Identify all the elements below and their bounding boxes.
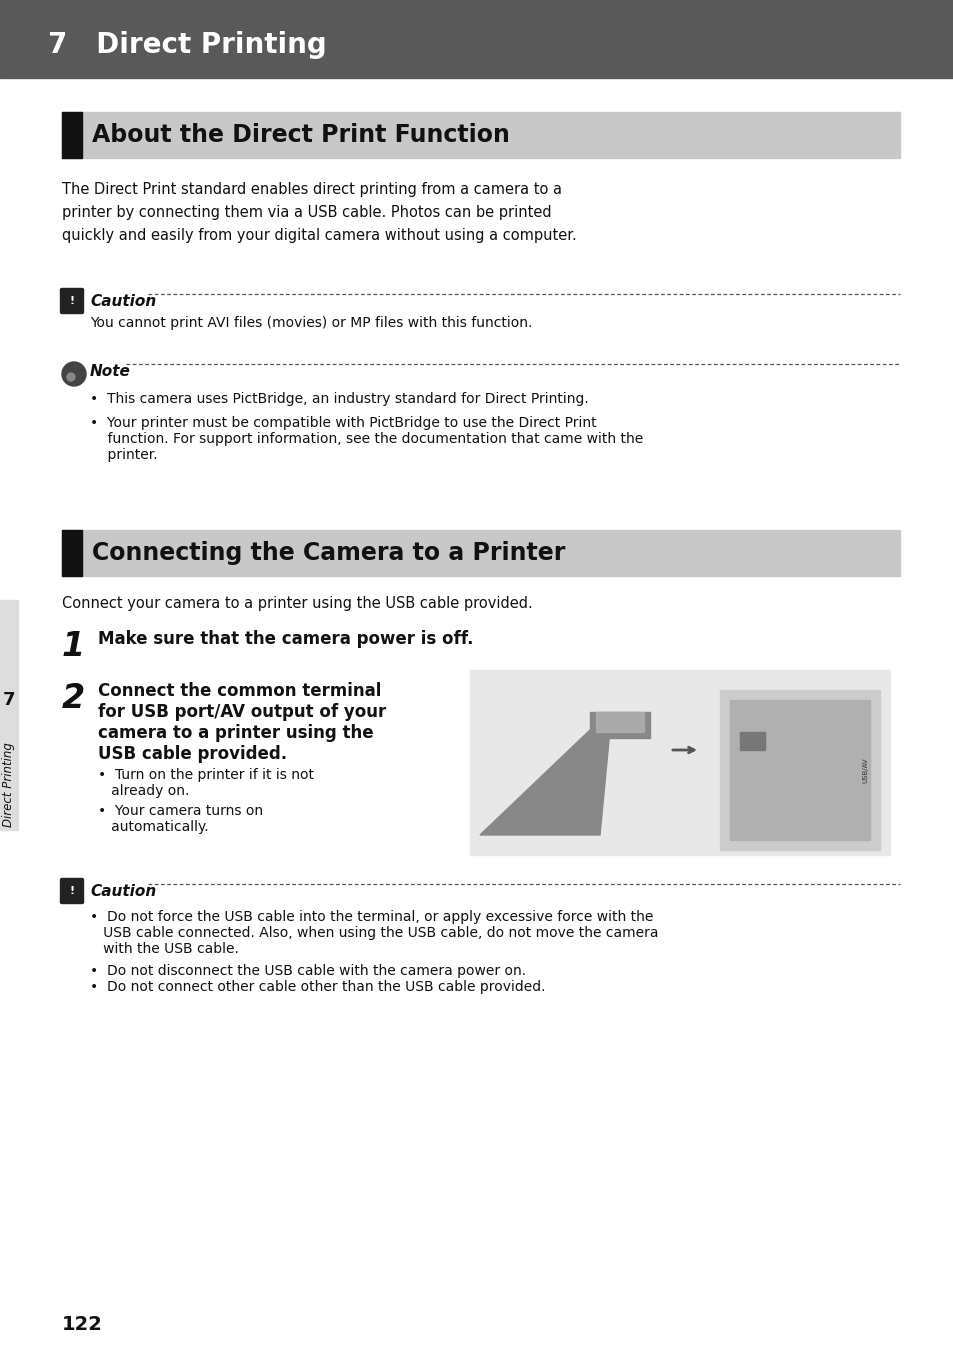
Text: 7: 7 <box>3 691 15 709</box>
Text: •  Turn on the printer if it is not: • Turn on the printer if it is not <box>98 768 314 781</box>
Bar <box>0 0 953 78</box>
Text: automatically.: automatically. <box>98 820 209 834</box>
Text: •  Do not disconnect the USB cable with the camera power on.: • Do not disconnect the USB cable with t… <box>90 964 525 978</box>
Circle shape <box>62 362 86 386</box>
Text: •  This camera uses PictBridge, an industry standard for Direct Printing.: • This camera uses PictBridge, an indust… <box>90 391 588 406</box>
Text: Connecting the Camera to a Printer: Connecting the Camera to a Printer <box>91 541 565 565</box>
Text: Direct Printing: Direct Printing <box>3 742 15 827</box>
Text: You cannot print AVI files (movies) or MP files with this function.: You cannot print AVI files (movies) or M… <box>90 316 532 330</box>
Text: !: ! <box>70 296 74 307</box>
Text: Connect the common terminal: Connect the common terminal <box>98 682 381 699</box>
Bar <box>62 530 899 576</box>
Polygon shape <box>479 730 609 835</box>
Text: About the Direct Print Function: About the Direct Print Function <box>91 122 509 147</box>
Text: USB cable provided.: USB cable provided. <box>98 745 287 763</box>
Text: for USB port/AV output of your: for USB port/AV output of your <box>98 703 386 721</box>
Text: Caution: Caution <box>90 295 156 309</box>
Bar <box>62 112 899 157</box>
Text: with the USB cable.: with the USB cable. <box>90 941 238 956</box>
Bar <box>589 712 649 738</box>
Bar <box>720 690 879 850</box>
Text: printer.: printer. <box>90 448 157 461</box>
Text: already on.: already on. <box>98 784 190 798</box>
Circle shape <box>67 373 75 381</box>
Text: The Direct Print standard enables direct printing from a camera to a
printer by : The Direct Print standard enables direct… <box>62 182 577 242</box>
Text: USB cable connected. Also, when using the USB cable, do not move the camera: USB cable connected. Also, when using th… <box>90 925 658 940</box>
Bar <box>470 670 889 855</box>
Text: camera to a printer using the: camera to a printer using the <box>98 724 374 742</box>
Text: •  Do not force the USB cable into the terminal, or apply excessive force with t: • Do not force the USB cable into the te… <box>90 911 653 924</box>
Text: 2: 2 <box>62 682 85 716</box>
Text: Connect your camera to a printer using the USB cable provided.: Connect your camera to a printer using t… <box>62 596 532 611</box>
Bar <box>729 699 869 841</box>
Bar <box>596 712 643 732</box>
FancyBboxPatch shape <box>60 288 84 313</box>
Text: Note: Note <box>90 364 131 379</box>
Text: •  Your printer must be compatible with PictBridge to use the Direct Print: • Your printer must be compatible with P… <box>90 416 596 430</box>
Text: USB/AV: USB/AV <box>862 757 867 783</box>
Text: 122: 122 <box>62 1315 103 1334</box>
Bar <box>0 600 18 830</box>
Text: 7   Direct Printing: 7 Direct Printing <box>48 31 327 59</box>
Text: Make sure that the camera power is off.: Make sure that the camera power is off. <box>98 629 473 648</box>
FancyBboxPatch shape <box>60 878 84 904</box>
Text: 1: 1 <box>62 629 85 663</box>
Text: Caution: Caution <box>90 884 156 898</box>
Text: function. For support information, see the documentation that came with the: function. For support information, see t… <box>90 432 642 447</box>
Text: •  Your camera turns on: • Your camera turns on <box>98 804 263 818</box>
Bar <box>62 112 82 157</box>
Bar <box>62 530 82 576</box>
Bar <box>740 732 764 751</box>
Text: •  Do not connect other cable other than the USB cable provided.: • Do not connect other cable other than … <box>90 981 545 994</box>
Text: !: ! <box>70 886 74 896</box>
